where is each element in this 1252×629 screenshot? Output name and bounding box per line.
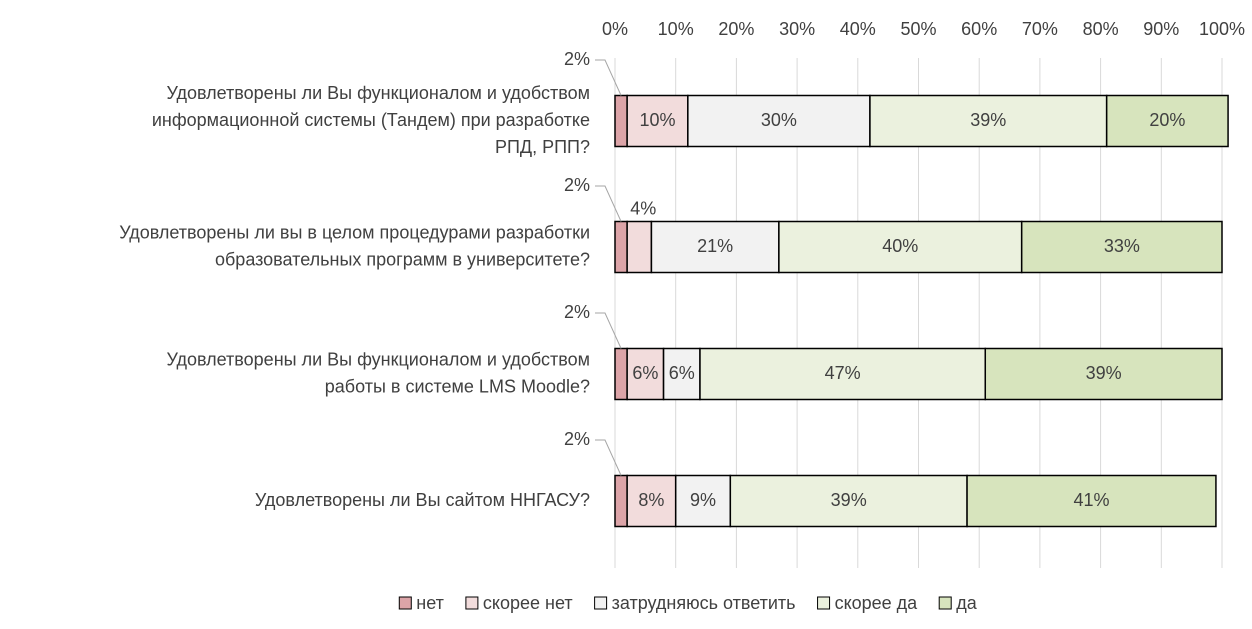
data-label: 8% [638, 490, 664, 510]
bar-segment [614, 94, 628, 148]
x-tick-label: 70% [1022, 19, 1058, 39]
data-label: 6% [632, 363, 658, 383]
legend-swatch [594, 596, 608, 610]
bar-segment [662, 347, 701, 401]
legend-label: скорее нет [483, 593, 573, 613]
x-tick-label: 60% [961, 19, 997, 39]
data-label: 39% [1086, 363, 1122, 383]
bar-segment [687, 94, 871, 148]
legend-swatch [465, 596, 479, 610]
data-label: 39% [970, 110, 1006, 130]
data-label: 10% [639, 110, 675, 130]
bar-segment [1105, 94, 1229, 148]
bar-segment [729, 474, 968, 528]
category-label: Удовлетворены ли Вы функционалом и удобс… [152, 83, 590, 157]
bar-segment [614, 220, 628, 274]
bar-segment [699, 347, 987, 401]
data-label: 2% [564, 175, 590, 195]
data-label: 47% [825, 363, 861, 383]
data-label: 33% [1104, 236, 1140, 256]
legend-label: затрудняюсь ответить [612, 593, 796, 613]
data-label: 20% [1149, 110, 1185, 130]
bar-segment [650, 220, 780, 274]
leader-line [595, 59, 622, 96]
x-tick-label: 100% [1199, 19, 1245, 39]
legend: нет скорее нет затрудняюсь ответить скорее … [398, 593, 978, 613]
data-label: 2% [564, 49, 590, 69]
legend-label: нет [416, 593, 444, 613]
bar-segment [614, 347, 628, 401]
data-label: 40% [882, 236, 918, 256]
x-tick-label: 90% [1143, 19, 1179, 39]
data-label: 6% [669, 363, 695, 383]
bar-segment [778, 220, 1023, 274]
bar-segment [1020, 220, 1223, 274]
leader-line [595, 185, 622, 222]
bar-segment [984, 347, 1223, 401]
data-label: 4% [630, 198, 656, 218]
legend-swatch [398, 596, 412, 610]
data-label: 21% [697, 236, 733, 256]
bar-segment [966, 474, 1217, 528]
x-tick-label: 40% [840, 19, 876, 39]
x-tick-label: 20% [718, 19, 754, 39]
bar-segment [674, 474, 732, 528]
data-label: 9% [690, 490, 716, 510]
category-label: Удовлетворены ли вы в целом процедурами … [119, 222, 590, 269]
x-tick-label: 80% [1083, 19, 1119, 39]
legend-label: да [956, 593, 978, 613]
legend-label: скорее да [835, 593, 919, 613]
x-tick-label: 0% [602, 19, 628, 39]
data-label: 30% [761, 110, 797, 130]
leader-line [595, 312, 622, 349]
legend-swatch [817, 596, 831, 610]
data-label: 41% [1073, 490, 1109, 510]
bar-segment [614, 474, 628, 528]
bar-segment [626, 474, 677, 528]
data-label: 2% [564, 429, 590, 449]
data-label: 39% [831, 490, 867, 510]
data-label: 2% [564, 302, 590, 322]
legend-swatch [938, 596, 952, 610]
x-tick-label: 50% [900, 19, 936, 39]
category-label: Удовлетворены ли Вы функционалом и удобс… [166, 349, 590, 396]
bar-segment [626, 94, 689, 148]
x-tick-label: 30% [779, 19, 815, 39]
category-label: Удовлетворены ли Вы сайтом ННГАСУ? [255, 490, 590, 510]
leader-line [595, 439, 622, 476]
bar-segment [626, 220, 653, 274]
x-tick-label: 10% [658, 19, 694, 39]
